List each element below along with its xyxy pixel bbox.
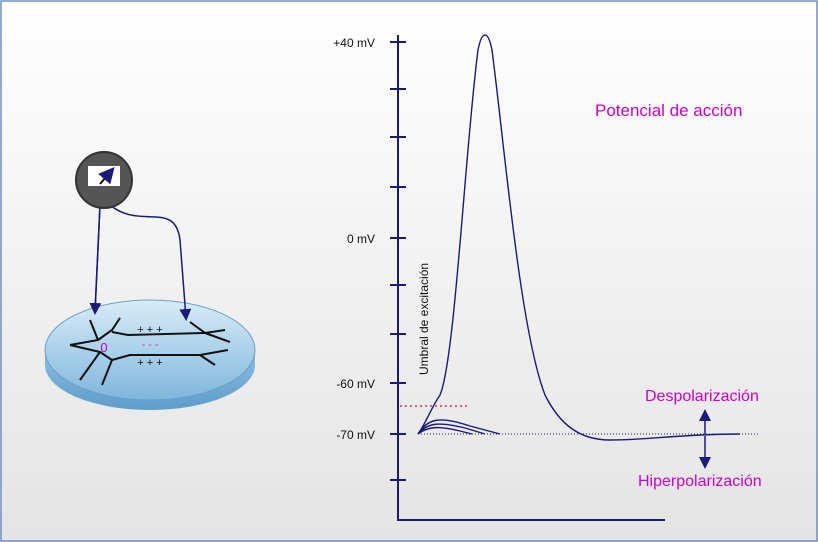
slide: 0 + + + - - - + + + +40 mV 0 mV -60 mV -… — [0, 0, 818, 542]
gauge — [88, 166, 120, 186]
threshold-label: Umbral de excitación — [417, 263, 431, 375]
title: Potencial de acción — [595, 101, 742, 120]
charges: - - - — [141, 339, 158, 351]
axis-label: -70 mV — [336, 428, 375, 442]
axis-label: 0 mV — [347, 232, 375, 246]
background — [0, 0, 818, 542]
diagram: 0 + + + - - - + + + +40 mV 0 mV -60 mV -… — [0, 0, 818, 542]
annotation: Hiperpolarización — [638, 473, 762, 490]
axis-label: -60 mV — [336, 377, 375, 391]
charges: + + + — [137, 357, 162, 369]
charges: + + + — [137, 324, 162, 336]
annotation: Despolarización — [645, 388, 759, 405]
axis-label: +40 mV — [333, 36, 375, 50]
neuron-marker: 0 — [100, 340, 107, 355]
